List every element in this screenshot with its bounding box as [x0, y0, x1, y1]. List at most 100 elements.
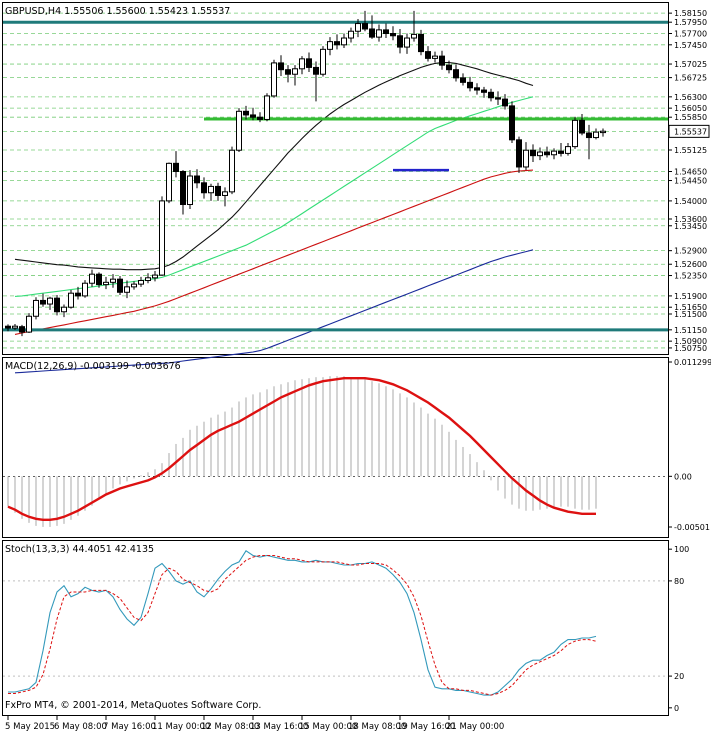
- moving-average-line: [14, 61, 534, 271]
- horizontal-levels[interactable]: [3, 20, 668, 332]
- price-tick-label: 1.58150: [674, 9, 707, 18]
- candle-body: [327, 41, 333, 50]
- candle-body: [26, 315, 32, 333]
- candle-body: [138, 280, 144, 285]
- candle-body: [593, 131, 599, 139]
- time-tick-label: 11 May 00:00: [152, 722, 210, 732]
- candle-body: [215, 185, 221, 196]
- candle-body: [145, 277, 151, 282]
- candle-body: [152, 274, 158, 279]
- price-tick-label: 1.57700: [674, 30, 707, 39]
- price-tick-label: 1.50750: [674, 344, 707, 353]
- candle-body: [537, 151, 543, 157]
- candle-body: [89, 273, 95, 284]
- watermark: FxPro MT4, © 2001-2014, MetaQuotes Softw…: [5, 700, 261, 711]
- moving-average-line: [14, 249, 534, 374]
- candle-body: [516, 139, 522, 168]
- price-panel: [2, 2, 669, 355]
- candle-body: [320, 48, 326, 75]
- candle-body: [5, 325, 11, 329]
- candle-body: [47, 297, 53, 305]
- candle-body: [54, 297, 60, 313]
- candle-body: [96, 273, 102, 286]
- candle-body: [292, 68, 298, 75]
- price-tick-label: 1.51500: [674, 310, 707, 319]
- candle-body: [117, 278, 123, 293]
- candle-body: [19, 326, 25, 333]
- candle-body: [390, 33, 396, 37]
- candle-body: [453, 69, 459, 79]
- macd-layer: 0.011299 0.00 -0.00501: [3, 358, 711, 532]
- candle-body: [166, 162, 172, 202]
- price-tick-label: 1.57025: [674, 60, 707, 69]
- stochastic-tick-label: 20: [674, 672, 684, 681]
- time-tick-label: 21 May 00:00: [446, 722, 504, 732]
- time-tick-label: 5 May 2015: [5, 722, 55, 732]
- time-tick-label: 19 May 16:00: [397, 722, 455, 732]
- macd-tick-label: 0.00: [674, 472, 692, 481]
- macd-title: MACD(12,26,9) -0.003199 -0.003676: [5, 361, 181, 372]
- stochastic-panel: [2, 540, 669, 716]
- price-tick-label: 1.51150: [674, 326, 707, 335]
- candle-body: [558, 150, 564, 154]
- candle-body: [446, 64, 452, 71]
- price-tick-label: 1.55850: [674, 113, 707, 122]
- candle-body: [180, 170, 186, 206]
- candle-body: [355, 23, 361, 32]
- price-tick-label: 1.51900: [674, 292, 707, 301]
- price-tick-label: 1.56050: [674, 104, 707, 113]
- candle-body: [229, 149, 235, 193]
- candle-body: [124, 286, 130, 293]
- price-tick-label: 1.55125: [674, 146, 707, 155]
- stochastic-title: Stoch(13,3,3) 44.4051 42.4135: [5, 544, 154, 555]
- candle-body: [341, 37, 347, 46]
- candle-body: [600, 130, 606, 134]
- price-tick-label: 1.57450: [674, 41, 707, 50]
- candle-body: [488, 91, 494, 99]
- current-price-tag: 1.55537: [668, 124, 710, 138]
- time-tick-label: 18 May 08:00: [348, 722, 406, 732]
- candle-body: [418, 33, 424, 53]
- price-tick-label: 1.54000: [674, 197, 707, 206]
- candle-body: [334, 41, 340, 46]
- candle-body: [264, 95, 270, 120]
- candle-body: [565, 146, 571, 154]
- candle-body: [299, 58, 305, 70]
- moving-average-line: [14, 169, 534, 335]
- stochastic-layer: 100 80 20 0: [3, 545, 689, 713]
- candle-body: [250, 114, 256, 118]
- candle-body: [376, 29, 382, 38]
- candle-body: [131, 283, 137, 288]
- candle-body: [383, 29, 389, 35]
- candle-body: [236, 110, 242, 151]
- stochastic-tick-label: 0: [674, 704, 679, 713]
- candle-body: [348, 30, 354, 39]
- candle-body: [110, 278, 116, 283]
- price-tick-label: 1.53450: [674, 222, 707, 231]
- candle-body: [271, 62, 277, 97]
- candle-body: [544, 151, 550, 156]
- candle-body: [194, 175, 200, 184]
- candle-body: [551, 150, 557, 156]
- stochastic-tick-label: 80: [674, 577, 684, 586]
- price-tick-label: 1.56725: [674, 74, 707, 83]
- candle-body: [474, 87, 480, 91]
- candle-body: [103, 281, 109, 286]
- stochastic-signal-line: [8, 555, 597, 696]
- candle-body: [460, 77, 466, 83]
- candle-body: [509, 105, 515, 141]
- candle-body: [369, 28, 375, 38]
- moving-averages: [14, 61, 534, 374]
- candles: [5, 10, 606, 337]
- price-tick-label: 1.52900: [674, 247, 707, 256]
- candle-body: [61, 306, 67, 313]
- candle-body: [397, 35, 403, 48]
- candle-body: [425, 51, 431, 59]
- candle-body: [201, 182, 207, 194]
- price-tick-label: 1.56300: [674, 93, 707, 102]
- candle-body: [159, 200, 165, 276]
- candle-body: [586, 132, 592, 139]
